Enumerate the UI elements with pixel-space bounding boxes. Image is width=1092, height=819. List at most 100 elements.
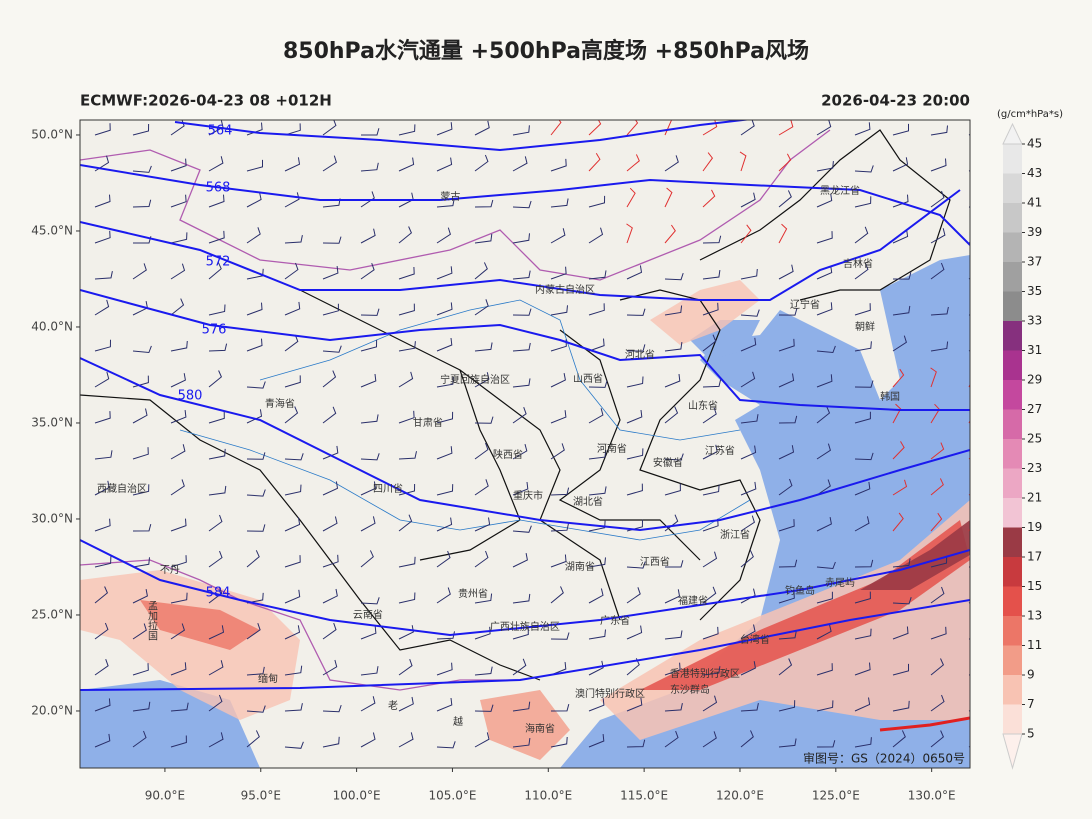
wind-barb: [968, 277, 970, 280]
wind-barb: [626, 376, 644, 388]
wind-barb: [588, 270, 607, 280]
wind-barb: [968, 457, 970, 460]
wind-barb: [854, 737, 872, 748]
wind-barb: [512, 593, 531, 604]
colorbar-swatch: [1003, 498, 1022, 528]
lon-tick-label: 120.0°E: [716, 789, 764, 803]
place-label: 香港特别行政区: [670, 667, 740, 680]
wind-barb: [284, 262, 299, 280]
wind-barb: [132, 557, 150, 568]
colorbar-tick-label: 25: [1027, 432, 1042, 446]
wind-barb: [94, 270, 113, 280]
wind-barb: [930, 556, 948, 568]
wind-barb: [170, 735, 187, 748]
wind-barb: [854, 411, 871, 424]
wind-barb: [778, 630, 797, 640]
wind-barb: [512, 627, 529, 640]
wind-barb: [512, 233, 530, 244]
place-label: 浙江省: [720, 528, 750, 541]
wind-barb: [512, 658, 527, 676]
wind-barb: [94, 622, 109, 640]
wind-barb: [284, 555, 301, 568]
wind-barb: [208, 448, 226, 460]
wind-barb: [854, 341, 872, 352]
wind-barb: [892, 700, 910, 712]
wind-barb: [94, 518, 111, 532]
wind-barb: [550, 523, 569, 532]
wind-barb: [436, 266, 453, 280]
wind-barb: [208, 194, 225, 208]
contour-label: 568: [206, 181, 231, 196]
wind-barb: [398, 371, 414, 388]
wind-barb: [740, 481, 757, 496]
wind-barb: [854, 481, 871, 496]
wind-barb: [892, 626, 909, 640]
wind-barb: [474, 517, 491, 532]
wind-barb: [398, 592, 416, 604]
wind-barb: [550, 266, 567, 280]
wind-barb: [664, 272, 684, 281]
wind-barb: [778, 478, 793, 496]
wind-barb: [664, 702, 683, 712]
wind-barb: [94, 123, 111, 136]
wind-barb: [854, 662, 871, 676]
wind-barb: [740, 414, 759, 424]
wind-barb: [968, 638, 970, 640]
wind-barb: [322, 345, 342, 353]
wind-barb: [398, 625, 414, 640]
wind-barb: [816, 231, 833, 244]
place-label: 青海省: [265, 397, 295, 410]
wind-barb: [360, 732, 376, 748]
wind-barb: [398, 696, 414, 712]
wind-barb: [968, 170, 970, 172]
place-label: 广西壮族自治区: [490, 620, 560, 633]
wind-barb: [702, 302, 719, 316]
wind-barb: [702, 407, 717, 424]
wind-barb: [854, 122, 871, 136]
wind-barb: [360, 162, 379, 172]
wind-barb: [512, 270, 531, 280]
wind-barb: [702, 484, 720, 496]
wind-barb: [968, 566, 970, 568]
wind-barb: [398, 303, 415, 316]
wind-barb: [132, 701, 151, 712]
wind-barb: [436, 446, 453, 460]
wind-barb: [360, 191, 375, 208]
place-label: 赤尾屿: [825, 577, 855, 589]
wind-barb: [246, 122, 263, 136]
wind-barb: [94, 586, 109, 604]
wind-barb: [892, 597, 912, 605]
wind-barb: [968, 710, 970, 712]
wind-barb: [132, 663, 149, 676]
wind-barb: [778, 223, 788, 244]
wind-barb: [930, 190, 945, 208]
wind-barb: [816, 302, 833, 316]
title: 850hPa水汽通量 +500hPa高度场 +850hPa风场: [283, 38, 809, 64]
wind-barb: [626, 344, 646, 352]
wind-barb: [588, 153, 601, 172]
wind-barbs: [94, 120, 970, 749]
wind-barb: [436, 227, 451, 244]
wind-barb: [550, 305, 568, 316]
colorbar-tick-label: 31: [1027, 343, 1042, 357]
moisture: [80, 570, 300, 720]
wind-barb: [550, 373, 566, 388]
wind-barb: [246, 409, 263, 424]
wind-barb: [588, 338, 605, 352]
wind-barb: [284, 665, 303, 676]
place-label: 不丹: [160, 564, 180, 576]
wind-barb: [588, 734, 605, 748]
wind-barb: [702, 444, 718, 460]
place-label: 黑龙江省: [820, 184, 860, 197]
contour-label: 576: [202, 323, 227, 338]
colorbar-tick-label: 29: [1027, 373, 1042, 387]
lon-tick-label: 125.0°E: [812, 789, 860, 803]
wind-barb: [702, 586, 717, 604]
wind-barb: [816, 663, 833, 676]
wind-barb: [930, 442, 945, 460]
wind-barb: [208, 660, 224, 676]
wind-barb: [664, 730, 679, 748]
place-label: 韩国: [880, 390, 900, 403]
wind-barb: [930, 478, 944, 496]
wind-barb: [436, 377, 454, 388]
